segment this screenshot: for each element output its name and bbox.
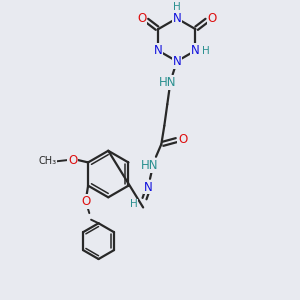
Text: O: O (81, 195, 90, 208)
Text: N: N (154, 44, 163, 57)
Text: O: O (178, 133, 188, 146)
Text: N: N (191, 44, 200, 57)
Text: H: H (173, 2, 181, 12)
Text: N: N (144, 181, 153, 194)
Text: O: O (68, 154, 77, 166)
Text: N: N (172, 55, 181, 68)
Text: CH₃: CH₃ (38, 156, 56, 166)
Text: H: H (130, 200, 137, 209)
Text: N: N (172, 12, 181, 25)
Text: HN: HN (158, 76, 176, 89)
Text: H: H (202, 46, 210, 56)
Text: O: O (208, 12, 217, 25)
Text: HN: HN (141, 159, 158, 172)
Text: O: O (137, 12, 146, 25)
